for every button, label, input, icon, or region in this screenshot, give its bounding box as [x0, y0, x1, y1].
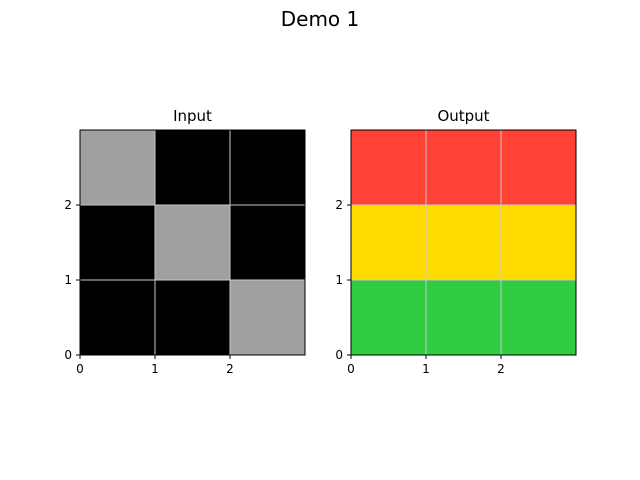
output-axes-frame — [350, 129, 577, 356]
output-xtick-label: 2 — [497, 362, 505, 376]
output-cell-r2-c1 — [426, 280, 502, 356]
input-cell-r1-c1 — [155, 205, 231, 281]
output-cell-r2-c0 — [351, 280, 427, 356]
input-panel-title: Input — [173, 107, 212, 125]
input-cell-r2-c1 — [155, 280, 231, 356]
input-axes-frame — [79, 129, 306, 356]
output-cell-r1-c1 — [426, 205, 502, 281]
input-cell-r2-c2 — [230, 280, 306, 356]
figure-title: Demo 1 — [281, 7, 360, 31]
output-ytick-label: 2 — [335, 198, 343, 212]
input-cell-r1-c0 — [80, 205, 156, 281]
input-xtick-label: 1 — [151, 362, 159, 376]
output-cell-r0-c2 — [501, 130, 577, 206]
input-cell-r0-c2 — [230, 130, 306, 206]
output-xtick-label: 0 — [347, 362, 355, 376]
output-xtick-label: 1 — [422, 362, 430, 376]
input-ytick-label: 2 — [64, 198, 72, 212]
input-ytick-label: 1 — [64, 273, 72, 287]
output-cell-r2-c2 — [501, 280, 577, 356]
input-ytick-label: 0 — [64, 348, 72, 362]
input-xtick-label: 2 — [226, 362, 234, 376]
output-cell-r0-c1 — [426, 130, 502, 206]
input-cell-r0-c1 — [155, 130, 231, 206]
input-cell-r1-c2 — [230, 205, 306, 281]
output-ytick-label: 1 — [335, 273, 343, 287]
output-cell-r1-c2 — [501, 205, 577, 281]
output-panel-title: Output — [437, 107, 489, 125]
output-panel: Output 0 1 2 0 1 2 — [335, 107, 577, 376]
output-ytick-label: 0 — [335, 348, 343, 362]
output-cell-r1-c0 — [351, 205, 427, 281]
input-cell-r2-c0 — [80, 280, 156, 356]
output-cell-r0-c0 — [351, 130, 427, 206]
input-panel: Input 0 1 2 0 1 2 — [64, 107, 306, 376]
input-xtick-label: 0 — [76, 362, 84, 376]
input-cell-r0-c0 — [80, 130, 156, 206]
